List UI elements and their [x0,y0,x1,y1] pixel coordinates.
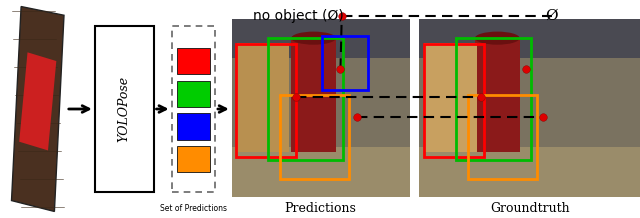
Bar [280,95,349,179]
Bar [424,44,484,157]
Bar [475,38,520,152]
Bar [237,43,289,152]
Bar [468,95,537,179]
Bar [237,43,289,152]
Bar [291,38,336,152]
Bar [95,26,154,192]
Bar [419,19,640,197]
Text: Ø: Ø [545,9,558,23]
Bar [232,19,410,197]
Bar [177,81,210,107]
Bar [172,26,215,192]
Bar [232,147,410,197]
Bar [236,44,296,157]
Ellipse shape [291,32,336,45]
Text: Groundtruth: Groundtruth [490,202,570,215]
Polygon shape [19,52,56,150]
Bar [268,38,343,160]
Text: YOLOPose: YOLOPose [118,76,131,142]
Bar [177,146,210,172]
Text: Set of Predictions: Set of Predictions [160,204,227,213]
Bar [177,48,210,74]
Bar [424,43,477,152]
Ellipse shape [475,32,520,45]
Bar [419,147,640,197]
Polygon shape [12,7,64,211]
Text: no object (Ø): no object (Ø) [253,9,344,23]
Bar [232,19,410,58]
Bar [419,19,640,58]
Text: Predictions: Predictions [284,202,356,215]
Bar [322,36,368,90]
Bar [456,38,531,160]
Bar [177,113,210,140]
